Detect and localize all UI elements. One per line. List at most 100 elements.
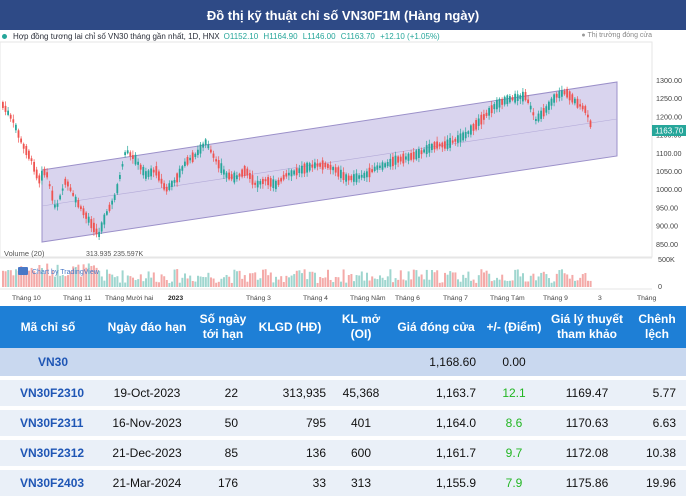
volume-bar	[329, 279, 332, 287]
volume-bar	[225, 274, 228, 287]
candle-body	[111, 200, 113, 205]
candle-body	[220, 163, 223, 173]
symbol-label: Hợp đồng tương lai chỉ số VN30 tháng gần…	[13, 32, 220, 41]
volume-bar	[540, 272, 543, 287]
candle-body	[308, 163, 311, 171]
candle-body	[368, 167, 371, 178]
volume-bar	[132, 277, 134, 287]
candle-body	[9, 114, 12, 119]
volume-bar	[103, 280, 106, 287]
candle-body	[451, 140, 454, 143]
volume-bar	[420, 274, 423, 287]
candle-body	[67, 181, 69, 187]
candle-body	[108, 204, 111, 211]
candle-body	[178, 168, 181, 178]
volume-bar	[246, 281, 249, 287]
volume-bar	[163, 276, 166, 287]
cell-col-code: VN30F2310	[20, 386, 85, 400]
volume-bar	[116, 276, 119, 287]
candle-body	[381, 162, 384, 170]
market-status: ● Thị trường đóng cửa	[581, 32, 652, 39]
volume-bar	[142, 281, 145, 287]
volume-bar	[423, 279, 426, 287]
price-tick-label: 1200.00	[656, 112, 682, 121]
open-value: O1152.10	[223, 32, 259, 41]
candle-body	[264, 179, 267, 182]
volume-bar	[402, 279, 405, 287]
table-row[interactable]: VN30F2403 21-Mar-2024 176 33 313 1,155.9 7.9 11…	[0, 468, 686, 498]
candle-body	[103, 214, 106, 225]
candle-body	[251, 175, 254, 185]
candle-body	[373, 166, 376, 172]
chart-canvas[interactable]: 1300.001250.001200.001150.001100.001050.…	[0, 30, 686, 302]
volume-bar	[129, 276, 132, 287]
volume-bar	[587, 280, 589, 287]
header-col-code: Mã chỉ số	[20, 319, 76, 334]
volume-bar	[532, 273, 535, 287]
price-axis: 1300.001250.001200.001150.001100.001050.…	[656, 76, 682, 249]
volume-bar	[204, 277, 207, 287]
candle-body	[210, 149, 212, 153]
candle-body	[93, 222, 95, 233]
volume-bar	[98, 270, 101, 287]
volume-bar	[431, 270, 433, 287]
volume-bar	[251, 273, 254, 287]
volume-bar	[33, 270, 36, 287]
volume-bar	[574, 280, 576, 287]
candle-body	[532, 112, 535, 116]
candle-body	[137, 161, 139, 165]
table-row[interactable]: VN30F2312 21-Dec-2023 85 136 600 1,161.7 9.7 11…	[0, 438, 686, 468]
candle-body	[459, 133, 462, 142]
candle-body	[321, 160, 324, 170]
candle-body	[204, 139, 207, 146]
volume-axis: 500K 0	[658, 255, 675, 291]
trend-channel	[41, 81, 618, 243]
candle-body	[449, 137, 451, 148]
volume-bar	[108, 273, 111, 287]
table-row[interactable]: VN30F2311 16-Nov-2023 50 795 401 1,164.0 8.6 11…	[0, 408, 686, 438]
table-body: VN30 1,168.60 0.00 VN30F2310 19-Oct-2023 22 31…	[0, 348, 686, 498]
attribution-text[interactable]: Chart by TradingView	[32, 269, 100, 276]
candle-body	[241, 169, 243, 177]
candle-body	[249, 173, 251, 179]
volume-bar	[324, 277, 327, 287]
price-chart[interactable]: Hợp đồng tương lai chỉ số VN30 tháng gần…	[0, 30, 686, 302]
tradingview-logo-icon	[18, 267, 28, 275]
candle-body	[563, 90, 566, 95]
candle-body	[579, 104, 581, 107]
time-tick-label: Tháng 6	[395, 295, 420, 302]
volume-bar	[477, 275, 480, 287]
candle-body	[519, 95, 522, 100]
table-row[interactable]: VN30F2310 19-Oct-2023 22 313,935 45,368 1,163…	[0, 378, 686, 408]
volume-bar	[462, 274, 465, 287]
candle-body	[392, 156, 394, 167]
table-row[interactable]: VN30 1,168.60 0.00	[0, 348, 686, 378]
channel-midline	[41, 118, 618, 207]
volume-bar	[529, 275, 532, 287]
price-tick-label: 850.00	[656, 240, 678, 249]
header-col-change: +/- (Điểm)	[486, 319, 542, 334]
candle-body	[555, 93, 558, 98]
candle-body	[415, 150, 418, 160]
volume-bar	[332, 282, 335, 287]
cell-col-maturity: 21-Mar-2024	[112, 476, 182, 490]
volume-bar	[524, 281, 527, 287]
candle-body	[332, 167, 334, 171]
volume-bar	[124, 282, 127, 287]
candle-body	[139, 164, 142, 170]
cell-col-oi: 45,368	[342, 386, 380, 400]
volume-bar	[56, 264, 59, 287]
cell-col-volume: 33	[312, 476, 326, 490]
candle-body	[477, 118, 480, 126]
candle-body	[457, 135, 459, 143]
candle-body	[269, 178, 272, 187]
volume-bar	[548, 278, 550, 287]
volume-bar	[207, 272, 210, 287]
volume-bar	[61, 274, 64, 287]
volume-bar	[475, 282, 478, 287]
volume-bar	[282, 282, 285, 287]
time-tick-label: Tháng Mười hai	[105, 295, 154, 302]
candle-body	[191, 152, 194, 163]
candle-body	[98, 231, 100, 237]
volume-bar	[90, 265, 93, 287]
